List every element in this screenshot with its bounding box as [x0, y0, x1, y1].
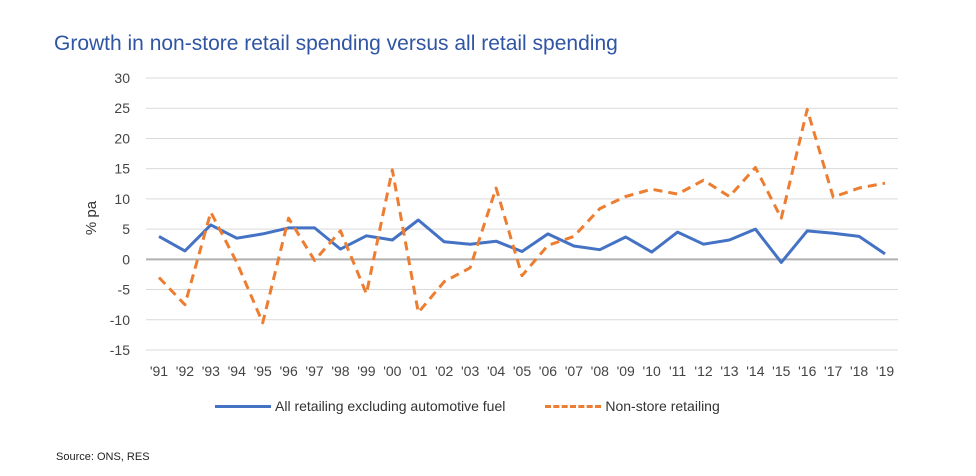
y-axis-label: % pa — [83, 200, 100, 235]
x-tick-label: '98 — [331, 363, 349, 379]
legend-swatch-dashed — [545, 404, 602, 408]
series-lines — [157, 107, 886, 325]
x-tick-label: '97 — [305, 363, 323, 379]
x-tick-label: '00 — [383, 363, 401, 379]
x-tick-label: '05 — [513, 363, 531, 379]
x-tick-label: '07 — [565, 363, 583, 379]
x-tick-label: '16 — [798, 363, 816, 379]
legend-label: All retailing excluding automotive fuel — [275, 398, 506, 414]
y-tick-label: -5 — [118, 282, 131, 298]
x-tick-label: '14 — [746, 363, 764, 379]
x-tick-label: '06 — [539, 363, 557, 379]
x-tick-label: '13 — [720, 363, 738, 379]
x-tick-label: '94 — [228, 363, 246, 379]
legend-item-all-retailing: All retailing excluding automotive fuel — [215, 398, 505, 414]
y-axis-ticks: 30 25 20 15 10 5 0 -5 -10 -15 — [110, 70, 130, 358]
y-tick-label: 0 — [122, 251, 130, 267]
x-tick-label: '93 — [202, 363, 220, 379]
y-tick-label: 20 — [114, 130, 130, 146]
x-tick-label: '02 — [435, 363, 453, 379]
x-tick-label: '17 — [824, 363, 842, 379]
x-tick-label: '95 — [254, 363, 272, 379]
y-tick-label: 15 — [114, 161, 130, 177]
x-tick-label: '11 — [669, 363, 686, 379]
legend-swatch-solid — [215, 404, 271, 408]
source-note: Source: ONS, RES — [56, 451, 150, 463]
x-tick-label: '96 — [279, 363, 297, 379]
x-tick-label: '92 — [176, 363, 194, 379]
x-tick-label: '99 — [357, 363, 375, 379]
legend: All retailing excluding automotive fuel … — [215, 398, 760, 414]
chart-title: Growth in non-store retail spending vers… — [54, 32, 618, 55]
x-tick-label: '03 — [461, 363, 479, 379]
x-tick-label: '18 — [850, 363, 868, 379]
x-tick-label: '10 — [643, 363, 661, 379]
gridlines — [146, 77, 898, 351]
x-tick-label: '04 — [487, 363, 505, 379]
series-line-all-retailing — [158, 218, 886, 264]
y-tick-label: 10 — [114, 191, 130, 207]
series-line-non-store — [157, 107, 886, 325]
legend-label: Non-store retailing — [605, 398, 720, 414]
x-tick-label: '19 — [876, 363, 894, 379]
x-tick-label: '91 — [150, 363, 168, 379]
y-tick-label: 30 — [114, 70, 130, 86]
legend-item-non-store: Non-store retailing — [545, 398, 720, 414]
x-axis-ticks: '91 '92 '93 '94 '95 '96 '97 '98 '99 '00 '01 '02 '03 '… — [150, 363, 895, 379]
y-tick-label: 25 — [114, 100, 130, 116]
x-tick-label: '01 — [409, 363, 427, 379]
x-tick-label: '09 — [617, 363, 635, 379]
y-tick-label: -15 — [110, 342, 130, 358]
x-tick-label: '15 — [772, 363, 790, 379]
x-tick-label: '12 — [694, 363, 712, 379]
y-tick-label: -10 — [110, 312, 130, 328]
x-tick-label: '08 — [591, 363, 609, 379]
y-tick-label: 5 — [122, 221, 130, 237]
